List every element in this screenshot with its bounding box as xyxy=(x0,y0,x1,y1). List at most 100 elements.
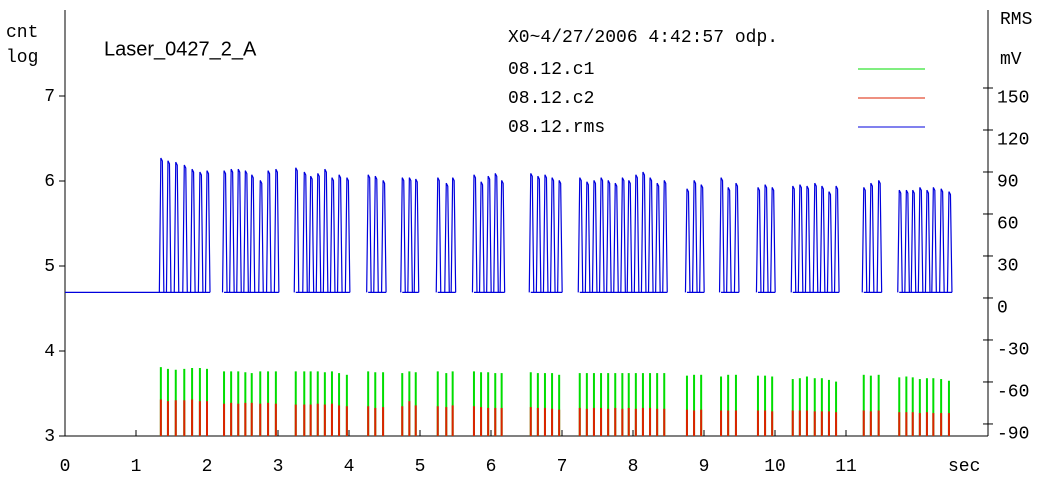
y2-tick-label: 0 xyxy=(997,299,1008,319)
spike xyxy=(647,177,654,293)
y2-tick-label: -30 xyxy=(997,341,1029,361)
spike xyxy=(302,171,308,293)
spike xyxy=(691,180,698,293)
spike xyxy=(204,170,211,293)
spike xyxy=(577,177,584,293)
spike xyxy=(633,174,640,293)
spike xyxy=(584,181,591,293)
spike xyxy=(243,170,249,293)
spike xyxy=(939,188,945,293)
x-tick-label: 7 xyxy=(557,457,568,477)
spike xyxy=(804,185,811,293)
spike xyxy=(904,189,910,293)
chart-subtitle: X0~4/27/2006 4:42:57 odp. xyxy=(508,28,778,48)
spike xyxy=(450,177,457,293)
y2-tick-label: 90 xyxy=(997,173,1019,193)
y2-tick-label: 150 xyxy=(997,89,1029,109)
x-tick-label: 9 xyxy=(699,457,710,477)
spike xyxy=(598,177,605,293)
spike xyxy=(655,182,661,293)
spike xyxy=(917,187,924,293)
spike xyxy=(897,189,903,293)
spike xyxy=(640,171,647,293)
y-tick-label: 7 xyxy=(44,87,55,107)
y2-tick-label: 120 xyxy=(997,131,1029,151)
spike xyxy=(868,182,875,293)
legend-label: 08.12.c1 xyxy=(508,60,594,80)
spike xyxy=(486,175,492,293)
chart-title: Laser_0427_2_A xyxy=(104,38,257,60)
spike xyxy=(833,185,840,293)
spike xyxy=(249,174,256,293)
spike xyxy=(528,173,535,293)
spike xyxy=(819,185,826,293)
y2-tick-label: 30 xyxy=(997,257,1019,277)
y-tick-label: 6 xyxy=(44,172,55,192)
y2-tick-label: 60 xyxy=(997,215,1019,235)
spike xyxy=(229,168,235,293)
spike xyxy=(718,177,725,293)
y-axis-label: cnt xyxy=(6,23,38,43)
spike xyxy=(173,161,180,293)
y2-tick-label: -60 xyxy=(997,383,1029,403)
spike xyxy=(435,177,442,293)
spike xyxy=(876,180,883,293)
x-tick-label: 10 xyxy=(764,457,786,477)
y-tick-label: 5 xyxy=(44,257,55,277)
spike xyxy=(165,160,172,293)
spike xyxy=(931,187,937,293)
spike xyxy=(861,187,868,293)
legend-label: 08.12.rms xyxy=(508,118,605,138)
y2-axis-label: mV xyxy=(1000,50,1022,70)
spike xyxy=(924,189,931,293)
spike xyxy=(557,180,563,293)
y-tick-label: 4 xyxy=(44,342,55,362)
x-tick-label: 5 xyxy=(415,457,426,477)
spike xyxy=(790,185,797,293)
spike xyxy=(444,182,450,293)
spike xyxy=(373,175,379,293)
spike xyxy=(542,174,549,293)
spike xyxy=(308,175,315,293)
spike xyxy=(762,184,769,293)
spike xyxy=(726,187,732,293)
spike xyxy=(626,180,633,293)
spike xyxy=(478,181,485,293)
spike xyxy=(812,182,819,293)
spike xyxy=(535,175,542,293)
spike xyxy=(182,164,188,293)
y2-axis-label: RMS xyxy=(1000,10,1032,30)
spike xyxy=(273,168,280,293)
legend-label: 08.12.c2 xyxy=(508,89,594,109)
y-tick-label: 3 xyxy=(44,427,55,447)
spike xyxy=(684,188,691,293)
spike xyxy=(189,168,196,293)
spike xyxy=(413,178,420,293)
x-tick-label: 11 xyxy=(835,457,857,477)
spike xyxy=(591,180,598,293)
spike xyxy=(499,180,506,293)
x-tick-label: 4 xyxy=(344,457,355,477)
y2-tick-label: -90 xyxy=(997,425,1029,445)
spike xyxy=(258,180,264,293)
spike xyxy=(613,182,619,293)
spike xyxy=(826,191,833,293)
spike xyxy=(620,177,626,293)
spike xyxy=(329,177,336,293)
spike xyxy=(407,177,413,293)
spike xyxy=(493,173,499,293)
spike xyxy=(322,168,329,293)
spike xyxy=(662,180,668,293)
spike xyxy=(797,184,804,293)
spike xyxy=(755,187,762,293)
spike xyxy=(158,157,165,293)
spike xyxy=(265,170,272,293)
spike xyxy=(910,189,917,293)
spike xyxy=(236,168,242,293)
x-tick-label: 0 xyxy=(60,457,71,477)
x-tick-label: 1 xyxy=(131,457,142,477)
x-tick-label: 8 xyxy=(628,457,639,477)
spike xyxy=(293,167,300,293)
spike xyxy=(699,184,705,293)
